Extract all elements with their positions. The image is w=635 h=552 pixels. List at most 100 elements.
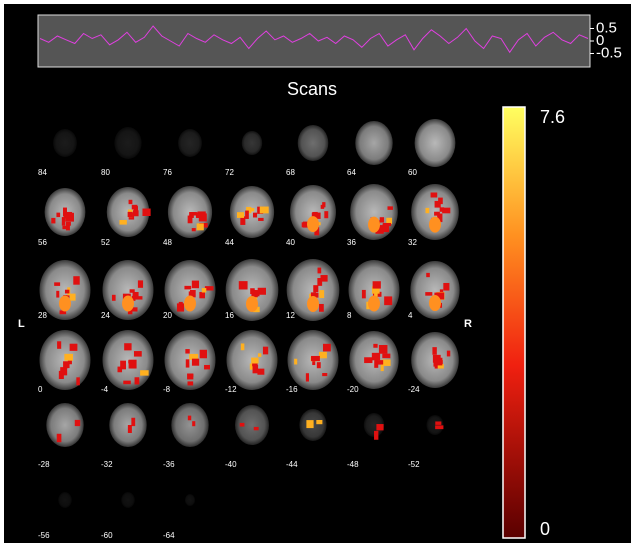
slice-label: -8 [163, 385, 171, 394]
brain-slice [298, 125, 329, 161]
slice-label: 24 [101, 311, 110, 320]
activation [434, 212, 440, 216]
activation [200, 350, 207, 358]
activation [138, 280, 143, 287]
brain-slice [171, 403, 208, 447]
slice-label: 72 [225, 168, 234, 177]
brain-slice [415, 119, 456, 167]
activation [134, 351, 142, 357]
activation [429, 217, 441, 233]
activation [128, 360, 136, 363]
activation [63, 208, 67, 217]
slice-label: 0 [38, 385, 43, 394]
activation [379, 345, 388, 354]
activation [64, 354, 73, 361]
activation [368, 296, 380, 312]
slice-label: 64 [347, 168, 356, 177]
activation [381, 365, 384, 371]
activation [190, 374, 194, 377]
activation [322, 373, 327, 376]
slice-label: 16 [225, 311, 234, 320]
activation [241, 343, 245, 350]
colorbar [503, 107, 525, 538]
activation [57, 341, 61, 349]
activation [435, 358, 443, 366]
activation [373, 344, 377, 348]
activation [204, 365, 210, 369]
slice-label: -52 [408, 460, 420, 469]
activation [373, 281, 381, 288]
activation [362, 290, 366, 298]
activation [192, 359, 199, 366]
slice-label: 20 [163, 311, 172, 320]
activation [128, 212, 133, 217]
activation [188, 216, 193, 224]
slice-label: -20 [347, 385, 359, 394]
activation [318, 268, 322, 274]
activation [179, 302, 183, 310]
slice-label: 40 [286, 238, 295, 247]
activation [374, 431, 378, 440]
activation [431, 192, 438, 197]
activation [321, 205, 325, 209]
activation [382, 354, 390, 359]
activation [260, 207, 269, 214]
activation [253, 213, 257, 218]
slice-label: -12 [225, 385, 237, 394]
slice-label: -28 [38, 460, 50, 469]
activation [321, 275, 328, 282]
activation [387, 206, 392, 210]
activation [131, 418, 135, 426]
activation [432, 347, 436, 355]
activation [311, 356, 320, 361]
activation [57, 434, 62, 442]
activation [140, 370, 149, 375]
activation [312, 212, 317, 216]
right-label: R [464, 318, 472, 330]
activation [380, 217, 384, 222]
activation [112, 295, 116, 301]
activation [254, 427, 259, 430]
activation [64, 363, 68, 368]
activation [76, 377, 79, 385]
activation [251, 358, 258, 364]
slice-label: -40 [225, 460, 237, 469]
activation [199, 213, 207, 221]
figure: Scans L R 7.6 0 0.50-0.58480767268646056… [0, 0, 635, 547]
activation [186, 359, 190, 367]
slice-label: -36 [163, 460, 175, 469]
activation [435, 421, 441, 424]
slice-label: 8 [347, 311, 352, 320]
activation [135, 296, 143, 299]
slice-label: 48 [163, 238, 172, 247]
activation [56, 213, 60, 217]
slice-label: 44 [225, 238, 234, 247]
activation [429, 295, 441, 311]
activation [197, 223, 204, 230]
activation [245, 211, 249, 219]
slice-label: -44 [286, 460, 298, 469]
slice-label: 28 [38, 311, 47, 320]
activation [239, 281, 248, 289]
activation [202, 288, 206, 292]
activation [246, 296, 258, 312]
activation [255, 290, 260, 296]
y-tick-label: -0.5 [596, 44, 622, 61]
activation [447, 351, 450, 357]
plot-title: Scans [287, 79, 337, 99]
activation [184, 296, 196, 312]
slice-label: 56 [38, 238, 47, 247]
activation [374, 360, 378, 368]
slice-label: 76 [163, 168, 172, 177]
activation [294, 359, 297, 365]
activation [128, 425, 132, 433]
activation [253, 365, 259, 373]
activation [323, 344, 331, 352]
activation [123, 381, 131, 385]
page: Scans L R 7.6 0 0.50-0.58480767268646056… [0, 0, 635, 552]
activation [364, 357, 372, 363]
brain-slice [242, 131, 262, 155]
activation [443, 283, 449, 291]
activation [120, 361, 126, 370]
brain-slice [109, 403, 146, 447]
